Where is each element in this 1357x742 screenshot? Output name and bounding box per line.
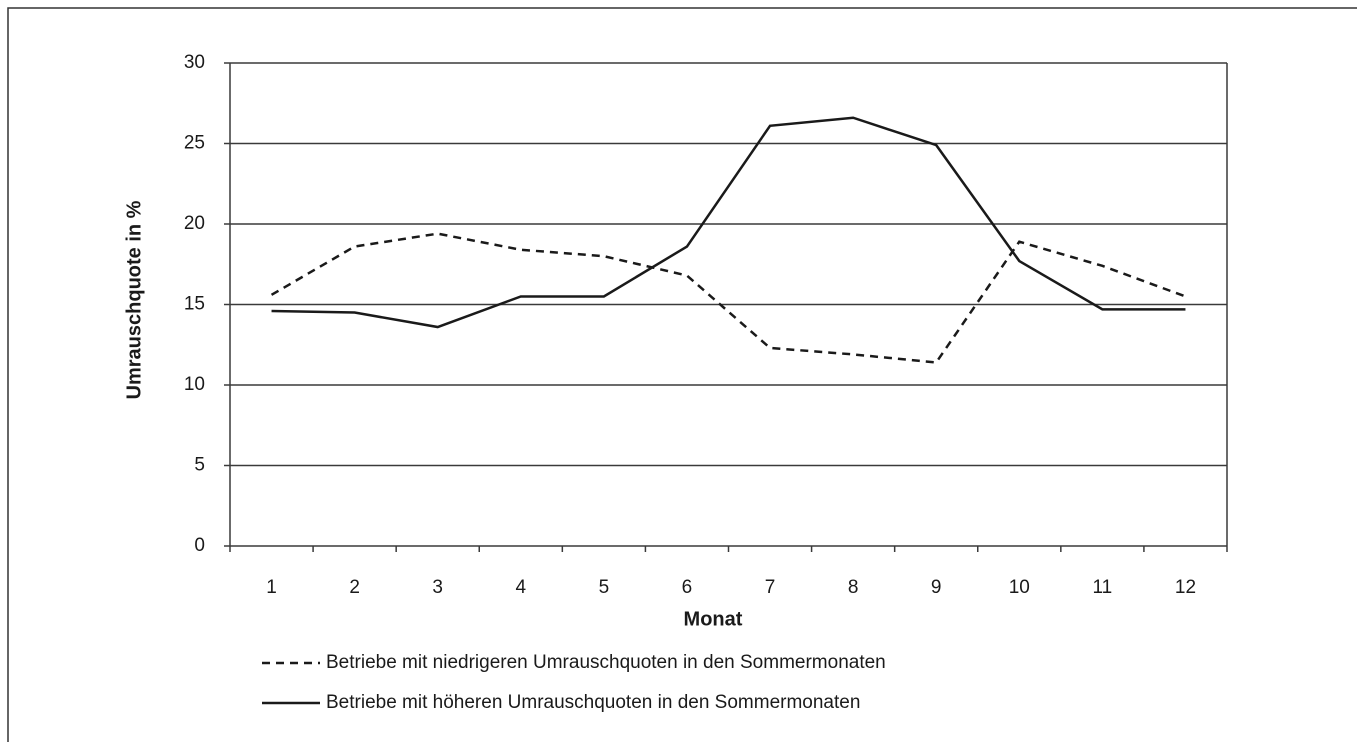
x-tick-label: 2 xyxy=(349,577,360,598)
legend-label: Betriebe mit höheren Umrauschquoten in d… xyxy=(326,692,860,713)
series-line xyxy=(270,232,1186,364)
legend-label: Betriebe mit niedrigeren Umrauschquoten … xyxy=(326,652,886,673)
y-tick-label: 25 xyxy=(184,133,205,154)
x-tick-label: 1 xyxy=(266,577,277,598)
x-tick-label: 3 xyxy=(432,577,443,598)
y-tick-label: 10 xyxy=(184,374,205,395)
x-tick-label: 6 xyxy=(682,577,693,598)
y-tick-label: 0 xyxy=(194,535,205,556)
x-axis-label: Monat xyxy=(684,608,743,630)
x-tick-label: 8 xyxy=(848,577,859,598)
frame xyxy=(7,7,1357,742)
x-tick-label: 7 xyxy=(765,577,776,598)
y-axis-label: Umrauschquote in % xyxy=(123,200,145,399)
series-line xyxy=(271,116,1186,329)
x-tick-label: 11 xyxy=(1093,577,1113,598)
x-tick-label: 5 xyxy=(599,577,610,598)
x-tick-label: 10 xyxy=(1009,577,1030,598)
y-tick-label: 15 xyxy=(184,294,205,315)
y-tick-label: 30 xyxy=(184,52,205,73)
x-tick-label: 12 xyxy=(1175,577,1196,598)
x-tick-label: 4 xyxy=(516,577,527,598)
y-tick-label: 5 xyxy=(194,455,205,476)
y-tick-label: 20 xyxy=(184,213,205,234)
x-tick-label: 9 xyxy=(931,577,942,598)
